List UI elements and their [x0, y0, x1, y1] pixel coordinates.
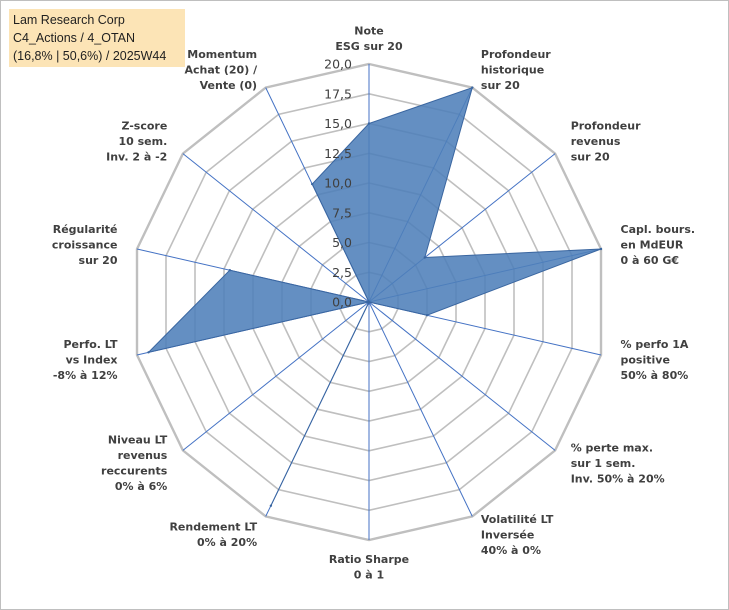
spoke-13 [182, 153, 370, 303]
axis-label-11: Perfo. LT vs Index -8% à 12% [53, 338, 118, 382]
axis-label-line: Inversée [481, 528, 534, 541]
data-point-14 [311, 182, 314, 186]
axis-label-line: sur 20 [481, 79, 520, 92]
axis-label-line: sur 1 sem. [571, 457, 636, 470]
axis-label-line: Inv. 2 à -2 [106, 151, 167, 164]
axis-label-line: sur 20 [79, 254, 118, 267]
axis-label-line: revenus [118, 449, 168, 462]
axis-label-line: Profondeur [571, 120, 641, 133]
axis-label-9: Rendement LT 0% à 20% [169, 521, 257, 550]
axis-label-line: 50% à 80% [621, 369, 689, 382]
tick-label: 10,0 [324, 176, 352, 191]
data-point-13 [367, 300, 371, 304]
axis-label-line: Z-score [121, 120, 167, 133]
axis-label-line: -8% à 12% [53, 369, 118, 382]
spoke-6 [368, 301, 556, 451]
axis-label-line: revenus [571, 135, 621, 148]
axis-label-line: Inv. 50% à 20% [571, 472, 665, 485]
data-point-4 [599, 247, 603, 251]
data-point-1 [367, 122, 371, 125]
axis-label-line: vs Index [66, 353, 118, 366]
axis-label-line: Profondeur [481, 48, 551, 61]
axis-label-line: ESG sur 20 [335, 40, 403, 53]
axis-label-line: positive [621, 353, 670, 366]
tick-label: 20,0 [324, 57, 352, 72]
spoke-7 [368, 301, 473, 517]
axis-label-12: Régularité croissance sur 20 [52, 223, 118, 267]
axis-label-line: 40% à 0% [481, 544, 541, 557]
axis-label-line: % perte max. [571, 441, 653, 454]
axis-label-14: Momentum Achat (20) / Vente (0) [185, 48, 259, 92]
radar-tick-labels: 0,0 2,5 5,0 7,5 10,0 12,5 15,0 17,5 20,0 [324, 57, 352, 310]
tick-label: 0,0 [332, 295, 352, 310]
axis-label-line: Niveau LT [108, 434, 168, 447]
axis-label-line: Capl. bours. [621, 223, 696, 236]
axis-label-line: en MdEUR [621, 239, 684, 252]
axis-label-7: Volatilité LT Inversée 40% à 0% [481, 513, 554, 557]
axis-label-3: Profondeur revenus sur 20 [571, 120, 641, 164]
data-point-9 [269, 504, 273, 507]
title-line-1: Lam Research Corp [13, 13, 125, 27]
data-point-5 [425, 314, 429, 317]
axis-label-8: Ratio Sharpe 0 à 1 [329, 553, 409, 582]
axis-label-line: 10 sem. [119, 135, 168, 148]
tick-label: 5,0 [332, 235, 352, 250]
data-point-11 [147, 351, 150, 354]
axis-label-line: % perfo 1A [621, 338, 689, 351]
axis-label-line: Rendement LT [169, 521, 257, 534]
tick-label: 2,5 [332, 265, 352, 280]
axis-label-line: Momentum [187, 48, 257, 61]
tick-label: 15,0 [324, 116, 352, 131]
title-box: Lam Research Corp C4_Actions / 4_OTAN (1… [9, 9, 185, 67]
axis-label-2: Profondeur historique sur 20 [481, 48, 551, 92]
spoke-10 [182, 301, 370, 451]
radar-series [147, 86, 603, 507]
tick-label: 7,5 [332, 205, 352, 220]
axis-label-13: Z-score 10 sem. Inv. 2 à -2 [106, 120, 167, 164]
tick-label: 17,5 [324, 86, 352, 101]
axis-label-line: Vente (0) [200, 79, 257, 92]
axis-label-line: 0 à 1 [354, 569, 384, 582]
axis-label-line: Achat (20) / [185, 64, 259, 77]
title-line-3: (16,8% | 50,6%) / 2025W44 [13, 49, 167, 63]
data-point-3 [423, 256, 426, 259]
axis-label-line: reccurents [101, 465, 168, 478]
series-area [147, 86, 602, 506]
axis-label-line: 0% à 20% [197, 536, 257, 549]
axis-label-10: Niveau LT revenus reccurents 0% à 6% [101, 434, 168, 494]
axis-label-line: 0 à 60 G€ [621, 254, 680, 267]
axis-label-line: croissance [52, 239, 118, 252]
axis-label-line: Note [354, 25, 383, 38]
axis-label-line: Ratio Sharpe [329, 553, 409, 566]
axis-label-line: sur 20 [571, 151, 610, 164]
tick-label: 12,5 [324, 146, 352, 161]
radar-axis-labels: Note ESG sur 20 Profondeur historique sur 20… [52, 25, 695, 582]
title-line-2: C4_Actions / 4_OTAN [13, 31, 136, 45]
axis-label-line: Volatilité LT [481, 513, 554, 526]
axis-label-line: Régularité [53, 223, 118, 236]
axis-label-5: % perfo 1A positive 50% à 80% [621, 338, 689, 382]
axis-label-6: % perte max. sur 1 sem. Inv. 50% à 20% [571, 441, 665, 485]
data-point-2 [471, 86, 474, 89]
axis-label-line: historique [481, 64, 544, 77]
axis-label-line: Perfo. LT [64, 338, 118, 351]
axis-label-1: Note ESG sur 20 [335, 25, 403, 54]
axis-label-line: 0% à 6% [115, 480, 167, 493]
axis-label-4: Capl. bours. en MdEUR 0 à 60 G€ [621, 223, 696, 267]
data-point-12 [228, 269, 231, 272]
